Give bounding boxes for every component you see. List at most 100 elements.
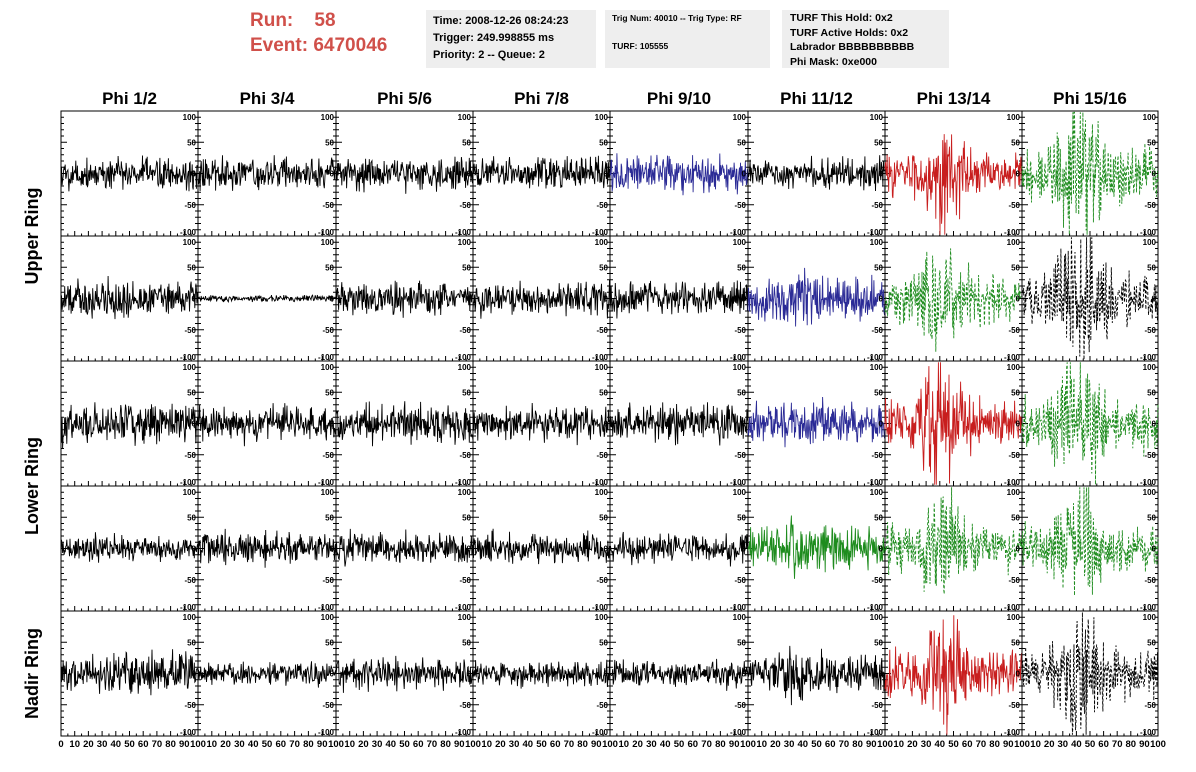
y-tick-label: 100: [733, 613, 747, 622]
y-tick-label: 100: [1007, 363, 1021, 372]
run-label: Run:: [250, 10, 294, 31]
y-tick-label: -50: [1144, 326, 1156, 335]
x-tick-label: 80: [852, 739, 863, 750]
waveform-panel: [884, 235, 1023, 362]
x-tick-label: 10: [344, 739, 355, 750]
y-tick-label: -50: [184, 326, 196, 335]
waveform-trace: [747, 396, 886, 448]
y-tick-label: 100: [595, 488, 609, 497]
x-tick-label: 20: [770, 739, 781, 750]
y-tick-label: 0: [330, 670, 335, 679]
waveform-panel: [197, 610, 337, 737]
y-tick-label: 50: [1011, 138, 1020, 147]
y-tick-label: -100: [180, 478, 197, 487]
waveform-panel: [609, 485, 749, 612]
y-tick-label: 50: [599, 388, 608, 397]
waveform-trace: [747, 515, 886, 579]
x-tick-label: 60: [413, 739, 424, 750]
y-tick-label: 100: [870, 488, 884, 497]
x-tick-label: 50: [1085, 739, 1096, 750]
y-tick-label: 50: [325, 388, 334, 397]
y-tick-label: -100: [180, 228, 197, 237]
labrador-text: Labrador BBBBBBBBBB: [790, 41, 915, 53]
y-tick-label: 100: [870, 113, 884, 122]
y-tick-label: 50: [874, 263, 883, 272]
y-tick-label: 50: [462, 138, 471, 147]
y-tick-label: -50: [1008, 326, 1020, 335]
x-tick-label: 70: [839, 739, 850, 750]
priority-text: Priority: 2 -- Queue: 2: [433, 49, 545, 61]
waveform-panel: [884, 610, 1023, 737]
x-tick-label: 10: [207, 739, 218, 750]
x-tick-label: 100: [328, 739, 344, 750]
y-tick-label: -50: [871, 451, 883, 460]
x-tick-label: 70: [564, 739, 575, 750]
waveform-trace: [335, 528, 474, 567]
y-tick-label: 50: [325, 263, 334, 272]
y-tick-label: 0: [330, 295, 335, 304]
x-tick-label: 40: [386, 739, 397, 750]
waveform-trace: [472, 659, 611, 689]
waveform-panel: [197, 235, 337, 362]
y-tick-label: -100: [455, 353, 472, 362]
waveform-panel: [472, 110, 611, 237]
y-tick-label: -50: [596, 451, 608, 460]
waveform-panel: [609, 610, 749, 737]
y-tick-label: 100: [458, 488, 472, 497]
y-tick-label: -50: [871, 576, 883, 585]
y-tick-label: 0: [1016, 295, 1021, 304]
y-tick-label: 50: [187, 138, 196, 147]
y-tick-label: -50: [184, 451, 196, 460]
y-tick-label: 100: [458, 113, 472, 122]
y-tick-label: -50: [596, 576, 608, 585]
waveform-trace: [335, 401, 474, 447]
y-tick-label: 100: [321, 113, 335, 122]
waveform-panel: [884, 110, 1023, 237]
y-tick-label: -50: [459, 201, 471, 210]
x-tick-label: 50: [262, 739, 273, 750]
y-tick-label: 50: [462, 388, 471, 397]
y-tick-label: -50: [871, 326, 883, 335]
y-tick-label: -50: [184, 201, 196, 210]
x-tick-label: 20: [1044, 739, 1055, 750]
y-tick-label: 100: [183, 113, 197, 122]
x-tick-label: 60: [1098, 739, 1109, 750]
waveform-trace: [335, 156, 474, 194]
y-tick-label: 100: [595, 363, 609, 372]
y-tick-label: 100: [733, 238, 747, 247]
y-tick-label: 100: [870, 238, 884, 247]
x-tick-label: 20: [907, 739, 918, 750]
x-tick-label: 50: [399, 739, 410, 750]
y-tick-label: -50: [734, 201, 746, 210]
y-tick-label: 0: [1152, 670, 1157, 679]
run-line: Run: 58: [250, 8, 415, 33]
phi-mask-text: Phi Mask: 0xe000: [790, 55, 877, 68]
column-title: Phi 11/12: [780, 89, 853, 108]
y-tick-label: -100: [180, 603, 197, 612]
column-title: Phi 5/6: [377, 89, 432, 108]
waveform-panel: [472, 360, 611, 487]
waveform-trace: [609, 402, 749, 446]
y-tick-label: 100: [1143, 238, 1157, 247]
y-tick-label: 50: [737, 638, 746, 647]
waveform-panel: [1021, 110, 1159, 237]
row-group-label: Nadir Ring: [22, 628, 42, 719]
y-tick-label: 0: [467, 170, 472, 179]
trig-info-box: Trig Num: 40010 -- Trig Type: RF TURF: 1…: [605, 10, 770, 68]
x-tick-label: 90: [866, 739, 877, 750]
waveform-trace: [609, 658, 749, 691]
x-tick-label: 10: [1030, 739, 1041, 750]
y-tick-label: -50: [596, 701, 608, 710]
y-tick-label: 100: [183, 238, 197, 247]
y-tick-label: 0: [192, 670, 197, 679]
run-value: 58: [314, 10, 336, 31]
y-tick-label: 50: [325, 513, 334, 522]
y-tick-label: -50: [184, 576, 196, 585]
y-tick-label: -50: [459, 576, 471, 585]
y-tick-label: -100: [730, 353, 747, 362]
y-tick-label: -50: [734, 451, 746, 460]
y-tick-label: 50: [462, 263, 471, 272]
waveform-trace: [1021, 237, 1159, 360]
x-tick-label: 40: [1071, 739, 1082, 750]
y-tick-label: -50: [459, 326, 471, 335]
